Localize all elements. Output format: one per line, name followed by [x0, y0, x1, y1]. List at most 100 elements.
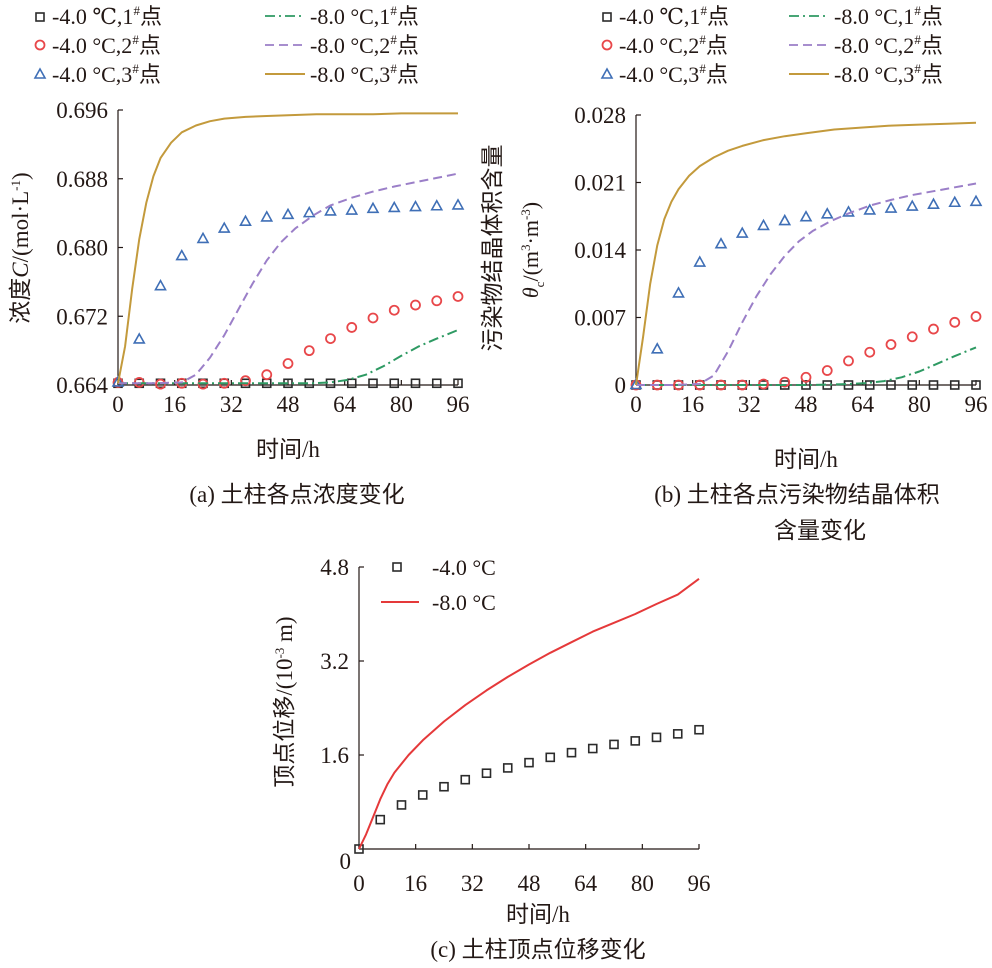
data-point-circle	[970, 311, 982, 322]
legend-a-item-4: -8.0 °C,1#点	[265, 3, 419, 29]
x-tick-label: 80	[908, 392, 931, 417]
panel-c-legend: -4.0 °C -8.0 °C	[381, 555, 496, 615]
y-tick-label: 0.688	[56, 167, 108, 192]
panel-b-ticks: 0 16 32 48 64 80 96 0 0.007 0.014 0.021 0.028	[574, 103, 987, 417]
x-tick-label: 32	[461, 871, 484, 896]
data-point-square	[453, 378, 463, 389]
data-point-square	[524, 757, 534, 768]
panel-b-plot-area	[629, 121, 983, 391]
x-tick-label: 48	[518, 871, 541, 896]
data-point-triangle	[260, 210, 274, 222]
panel-c-displacement-chart: -4.0 °C -8.0 °C 顶点位移/(10-3 m) 0 16 32 48 64 8…	[272, 555, 711, 962]
data-point-triangle	[154, 279, 167, 291]
data-point-square	[886, 380, 896, 390]
series-line-4	[636, 346, 977, 386]
data-point-triangle	[905, 199, 919, 211]
x-tick-label: 96	[447, 392, 470, 417]
data-point-triangle	[324, 204, 337, 216]
series-line-6	[635, 121, 977, 386]
data-point-square	[694, 724, 704, 735]
x-tick-label: 16	[404, 871, 427, 896]
data-point-triangle	[175, 248, 189, 261]
data-point-triangle	[430, 199, 444, 211]
legend-a-item-2: -4.0 °C,2#点	[34, 32, 161, 58]
data-point-square	[566, 747, 577, 758]
legend-a-label-4: -8.0 °C,1#点	[310, 3, 419, 29]
data-point-square	[439, 781, 449, 792]
data-point-circle	[388, 304, 400, 316]
series-line-2	[358, 577, 700, 850]
legend-a-label-1: -4.0 ℃,1#点	[52, 3, 162, 29]
legend-b-marker-triangle	[600, 67, 614, 79]
data-point-square	[949, 380, 960, 390]
panel-b-xlabel: 时间/h	[774, 447, 838, 472]
y-tick-label: 0.680	[56, 236, 108, 261]
legend-b-item-3: -4.0 °C,3#点	[600, 61, 728, 87]
panel-a-caption: (a) 土柱各点浓度变化	[189, 482, 404, 507]
panel-a-xlabel: 时间/h	[256, 437, 320, 462]
legend-b-item-2: -4.0 °C,2#点	[601, 32, 728, 58]
data-point-square	[630, 736, 641, 746]
data-point-circle	[885, 339, 897, 350]
legend-b-item-1: -4.0 ℃,1#点	[602, 3, 729, 29]
legend-a-label-6: -8.0 °C,3#点	[310, 61, 419, 87]
data-point-triangle	[820, 207, 834, 219]
data-point-square	[460, 774, 471, 785]
legend-b-marker-circle	[601, 39, 613, 51]
x-tick-label: 48	[277, 392, 300, 417]
data-point-square	[907, 380, 918, 390]
legend-b-label-5: -8.0 °C,2#点	[834, 32, 943, 58]
data-point-circle	[367, 312, 379, 324]
legend-a-item-1: -4.0 ℃,1#点	[35, 3, 162, 29]
legend-a-label-2: -4.0 °C,2#点	[52, 32, 161, 58]
panel-b-legend: -4.0 ℃,1#点 -4.0 °C,2#点 -4.0 °C,3#点 -8.0 …	[600, 3, 943, 87]
legend-c-item-1: -4.0 °C	[392, 555, 496, 580]
data-point-square	[651, 732, 662, 743]
legend-b-label-4: -8.0 °C,1#点	[834, 3, 943, 29]
legend-a-marker-circle	[34, 39, 46, 51]
panel-a-concentration-chart: -4.0 ℃,1#点 -4.0 °C,2#点 -4.0 °C,3#点 -8.0 …	[8, 3, 470, 507]
data-point-triangle	[757, 218, 770, 231]
data-point-triangle	[239, 214, 252, 227]
data-point-square	[417, 790, 428, 800]
data-point-triangle	[302, 205, 316, 218]
legend-a-item-6: -8.0 °C,3#点	[265, 61, 419, 87]
data-point-square	[609, 739, 619, 750]
data-point-circle	[949, 316, 961, 328]
data-point-square	[410, 378, 421, 389]
data-point-triangle	[217, 221, 231, 233]
data-point-circle	[410, 299, 421, 311]
y-tick-label: 0.021	[574, 171, 626, 196]
data-point-circle	[864, 346, 876, 358]
data-point-square	[346, 378, 357, 389]
data-point-triangle	[969, 194, 983, 207]
data-point-square	[368, 378, 378, 389]
legend-b-label-1: -4.0 ℃,1#点	[619, 3, 729, 29]
x-tick-label: 80	[631, 871, 654, 896]
x-tick-label: 0	[112, 392, 124, 417]
x-tick-label: 96	[965, 392, 988, 417]
panel-a-plot-area	[111, 112, 465, 390]
legend-a-item-3: -4.0 °C,3#点	[33, 61, 161, 87]
data-point-triangle	[366, 201, 380, 214]
y-tick-label: 0.028	[574, 103, 626, 128]
x-tick-label: 64	[851, 392, 875, 417]
x-tick-label: 32	[738, 392, 761, 417]
panel-c-caption: (c) 土柱顶点位移变化	[430, 937, 645, 962]
data-point-triangle	[281, 207, 295, 220]
data-point-triangle	[884, 201, 898, 213]
x-tick-label: 48	[795, 392, 818, 417]
y-tick-label: 4.8	[320, 555, 349, 580]
data-point-triangle	[387, 200, 401, 213]
y-tick-label: 0	[615, 373, 627, 398]
data-point-triangle	[948, 195, 962, 208]
data-point-triangle	[927, 197, 940, 209]
data-point-square	[587, 743, 598, 754]
data-point-square	[354, 844, 364, 854]
data-point-triangle	[451, 198, 465, 210]
data-point-square	[864, 380, 875, 390]
data-point-triangle	[778, 213, 792, 226]
data-point-triangle	[672, 286, 685, 298]
x-tick-label: 16	[681, 392, 704, 417]
